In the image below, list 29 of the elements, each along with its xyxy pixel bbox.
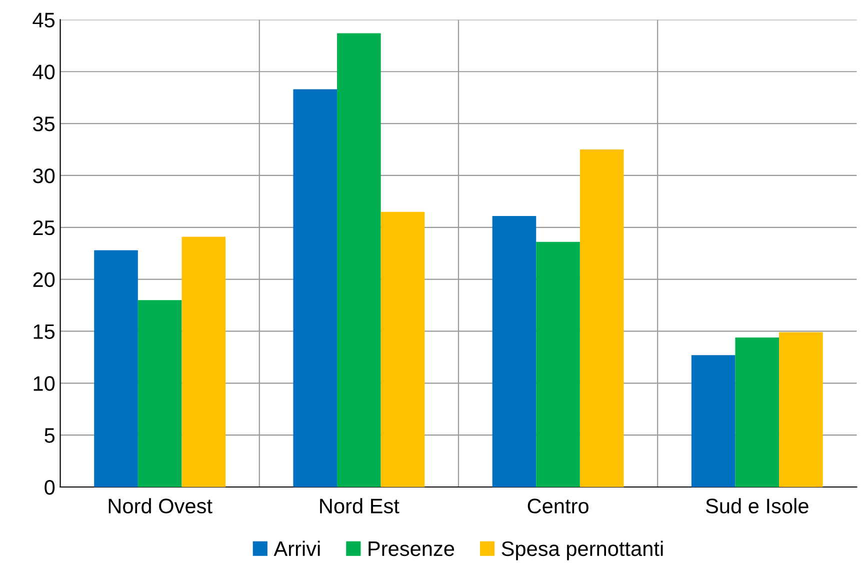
y-tick-label: 30 — [33, 168, 55, 184]
y-tick-label: 45 — [32, 12, 55, 28]
bar — [138, 300, 182, 487]
y-tick-label: 25 — [33, 220, 55, 236]
bar — [779, 332, 823, 487]
x-tick-label: Centro — [528, 498, 588, 514]
bar — [536, 242, 580, 487]
bar — [380, 212, 425, 487]
y-tick-label: 10 — [34, 376, 55, 391]
legend-label: Spesa pernottanti — [502, 540, 663, 560]
bar — [691, 355, 736, 487]
bar — [337, 33, 381, 487]
bar — [94, 250, 138, 487]
bar — [182, 236, 226, 487]
x-tick-label: Nord Ovest — [108, 498, 212, 514]
y-tick-label: 20 — [33, 272, 55, 288]
legend-label: Arrivi — [274, 540, 320, 556]
bar — [735, 337, 780, 487]
legend-label: Presenze — [368, 542, 454, 556]
x-tick-label: Sud e Isole — [706, 498, 808, 514]
y-tick-label: 15 — [34, 324, 55, 339]
x-tick-label: Nord Est — [320, 498, 400, 514]
y-tick-label: 35 — [33, 116, 55, 132]
y-tick-label: 0 — [44, 480, 55, 495]
bar — [580, 150, 624, 487]
y-tick-label: 40 — [32, 64, 55, 80]
bar — [293, 89, 338, 487]
y-tick-label: 5 — [44, 428, 55, 443]
bar — [492, 216, 536, 487]
